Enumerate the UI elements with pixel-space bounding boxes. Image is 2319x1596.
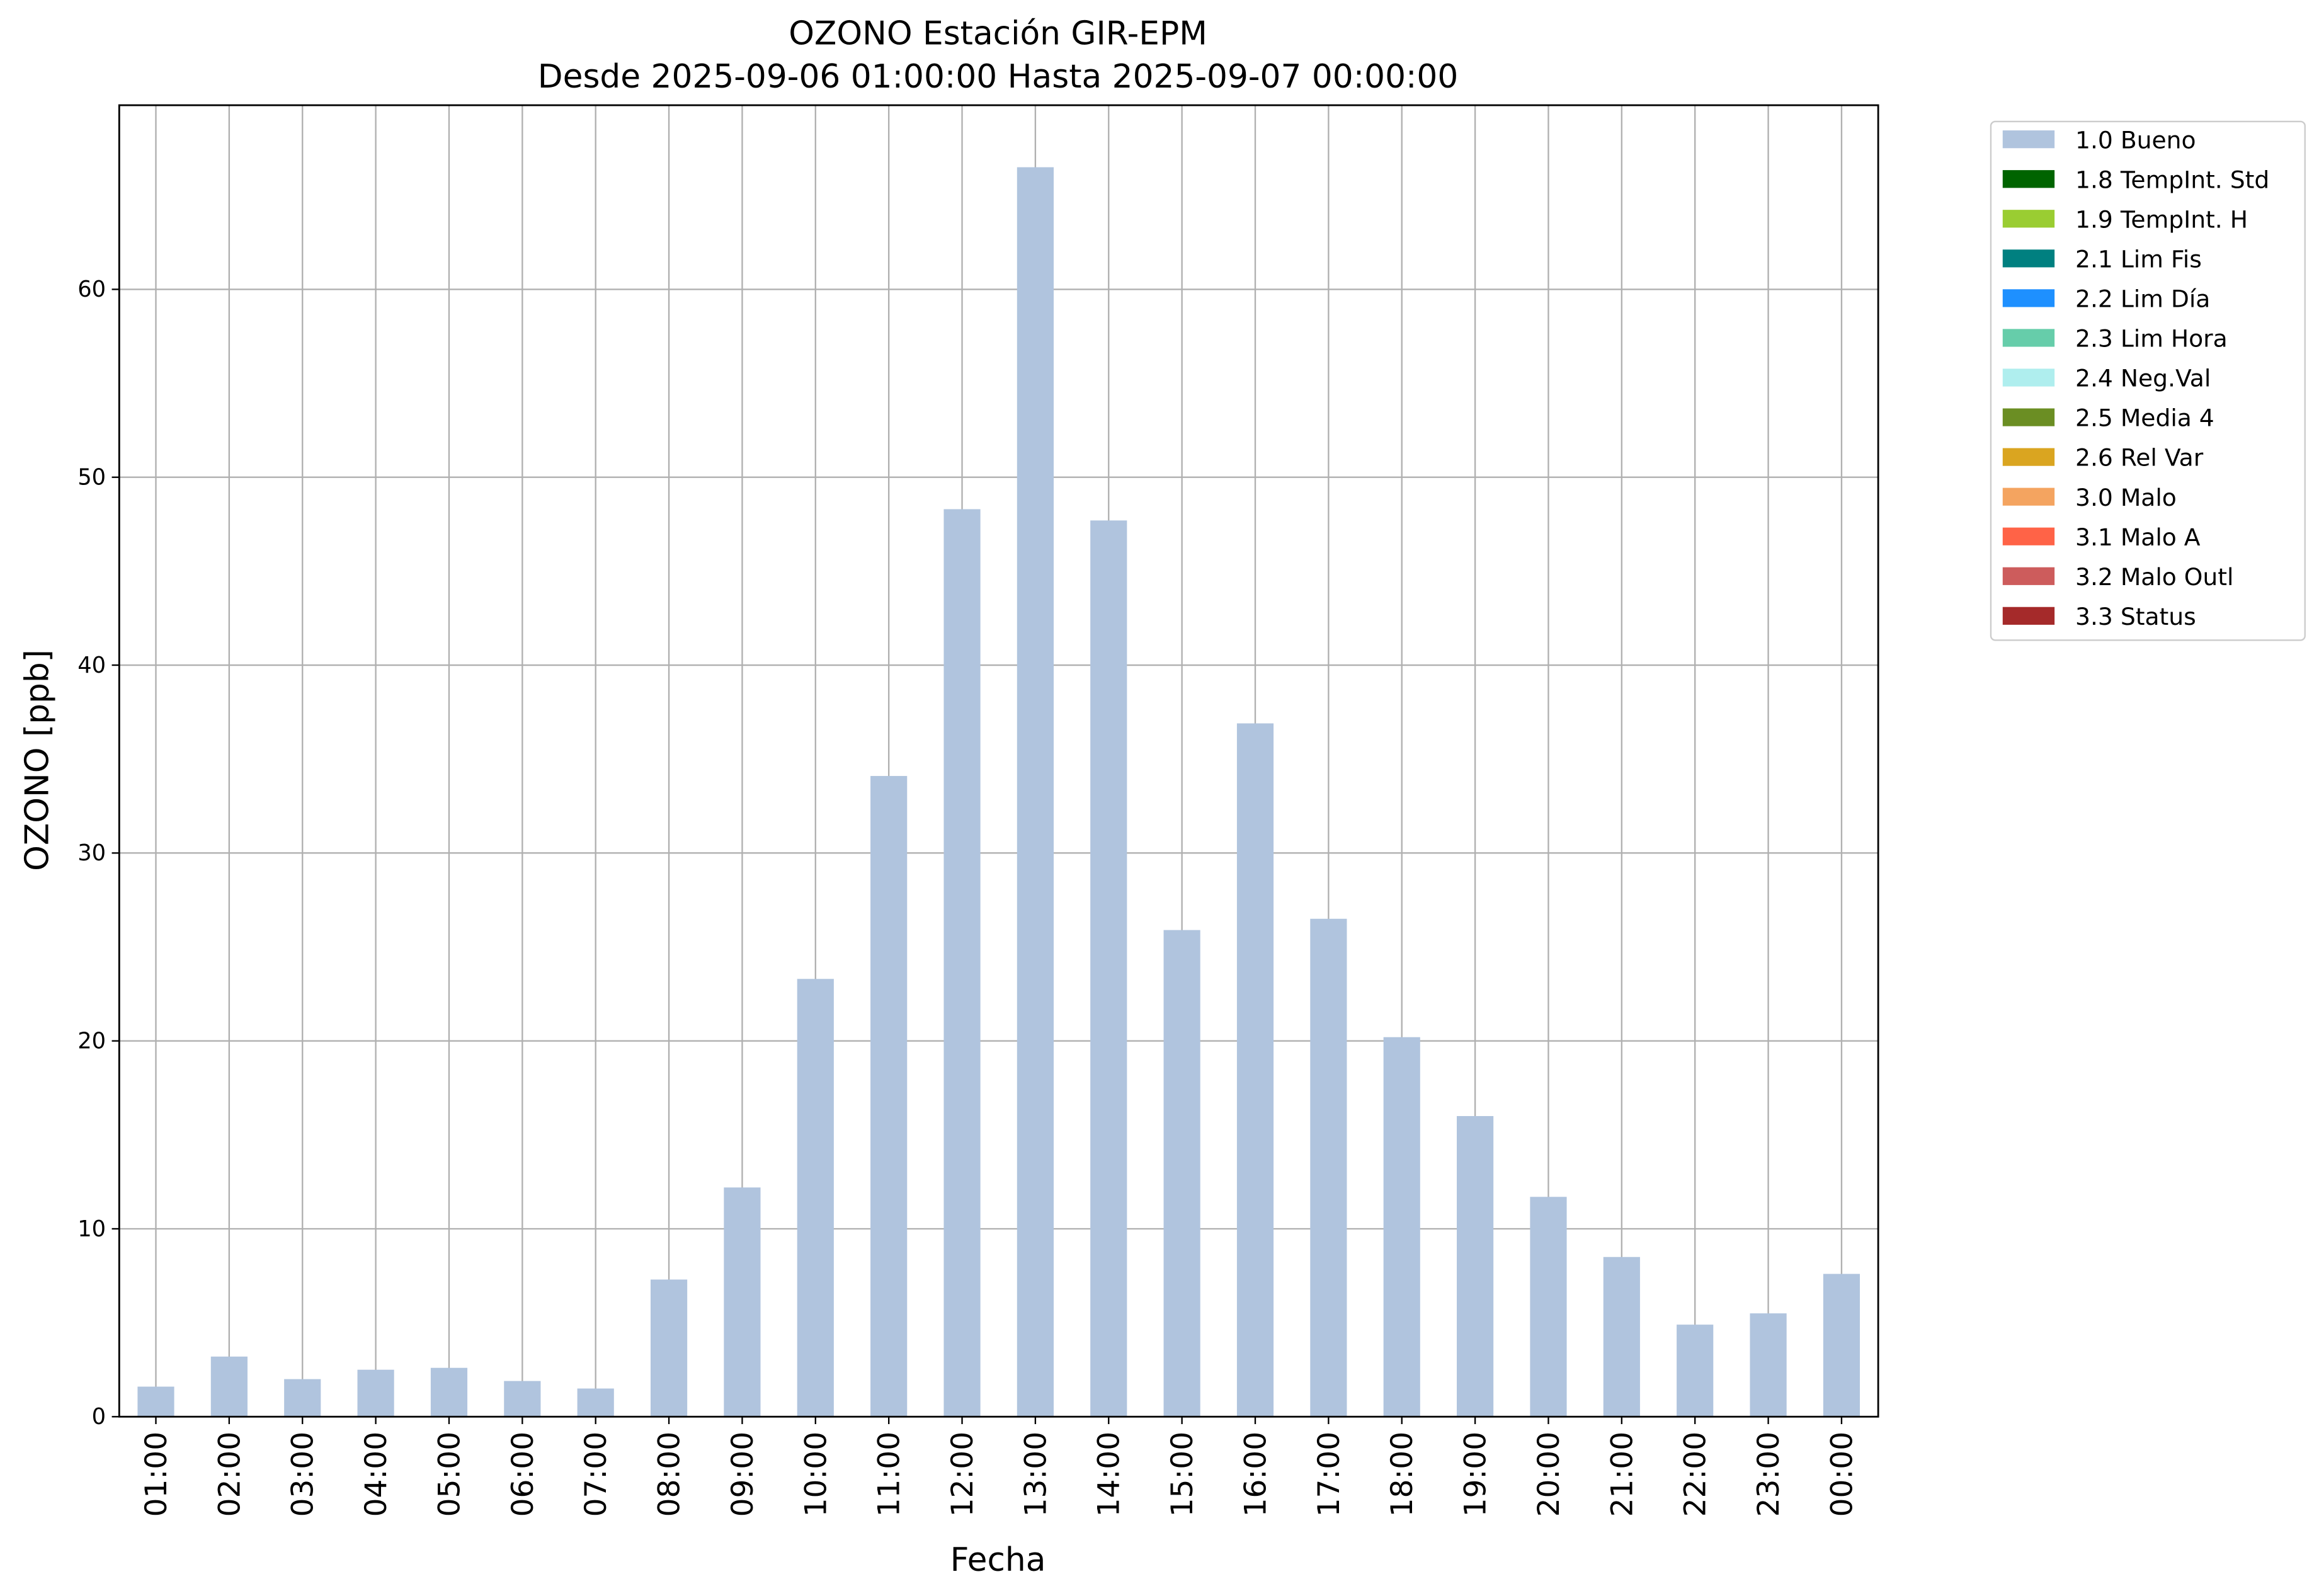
x-tick-label: 00:00 <box>1825 1432 1859 1517</box>
x-tick-label: 14:00 <box>1092 1432 1127 1517</box>
x-tick-label: 01:00 <box>139 1432 174 1517</box>
bar <box>1310 918 1347 1417</box>
bar <box>1090 520 1127 1417</box>
legend-swatch <box>2002 487 2055 506</box>
legend-label: 2.3 Lim Hora <box>2075 325 2228 353</box>
legend-swatch <box>2002 249 2055 268</box>
legend-label: 2.2 Lim Día <box>2075 285 2210 313</box>
legend-label: 2.6 Rel Var <box>2075 444 2204 472</box>
bar <box>797 979 834 1417</box>
bar <box>943 509 981 1417</box>
bar <box>137 1386 174 1417</box>
legend-label: 3.0 Malo <box>2075 484 2177 511</box>
bar <box>1163 930 1200 1417</box>
bar <box>1603 1257 1640 1417</box>
grid <box>119 105 1879 1418</box>
legend-swatch <box>2002 408 2055 426</box>
x-tick-label: 17:00 <box>1312 1432 1347 1517</box>
x-axis-label: Fecha <box>950 1541 1046 1579</box>
y-axis-label: OZONO [ppb] <box>18 649 56 871</box>
legend-label: 2.1 Lim Fis <box>2075 245 2202 273</box>
x-tick-label: 09:00 <box>726 1432 760 1517</box>
legend-swatch <box>2002 368 2055 387</box>
bar <box>650 1279 688 1417</box>
y-tick-label: 60 <box>77 276 106 302</box>
x-tick-label: 04:00 <box>359 1432 394 1517</box>
y-tick-label: 0 <box>92 1404 106 1430</box>
y-tick-label: 40 <box>77 653 106 678</box>
x-tick-label: 05:00 <box>432 1432 467 1517</box>
chart-title: OZONO Estación GIR-EPM <box>789 15 1207 53</box>
x-tick-label: 13:00 <box>1018 1432 1053 1517</box>
legend-label: 1.8 TempInt. Std <box>2075 166 2269 193</box>
x-tick-label: 10:00 <box>799 1432 833 1517</box>
x-tick-label: 02:00 <box>212 1432 247 1517</box>
bar <box>1677 1325 1714 1417</box>
bar <box>1823 1274 1860 1417</box>
x-tick-label: 08:00 <box>652 1432 687 1517</box>
bar <box>1530 1197 1567 1417</box>
x-tick-label: 03:00 <box>286 1432 321 1517</box>
bar <box>577 1388 614 1417</box>
bar <box>724 1187 761 1417</box>
y-tick-label: 20 <box>77 1028 106 1054</box>
legend-swatch <box>2002 448 2055 466</box>
bar <box>1017 167 1054 1417</box>
x-tick-label: 20:00 <box>1532 1432 1566 1517</box>
x-tick-label: 18:00 <box>1385 1432 1420 1517</box>
x-tick-label: 19:00 <box>1459 1432 1493 1517</box>
plot-frame <box>118 104 1879 1418</box>
legend-swatch <box>2002 567 2055 585</box>
legend-swatch <box>2002 607 2055 625</box>
bar <box>870 776 908 1417</box>
x-tick-label: 11:00 <box>872 1432 907 1517</box>
x-tick-label: 16:00 <box>1238 1432 1273 1517</box>
x-tick-label: 15:00 <box>1165 1432 1200 1517</box>
legend-label: 2.4 Neg.Val <box>2075 365 2211 392</box>
legend <box>1990 120 2306 641</box>
legend-label: 1.0 Bueno <box>2075 126 2196 154</box>
legend-swatch <box>2002 170 2055 188</box>
bar <box>284 1379 321 1417</box>
x-tick-label: 21:00 <box>1605 1432 1639 1517</box>
bar <box>357 1369 394 1417</box>
legend-label: 2.5 Media 4 <box>2075 404 2214 432</box>
x-tick-label: 22:00 <box>1678 1432 1713 1517</box>
legend-label: 3.1 Malo A <box>2075 523 2201 551</box>
bar <box>210 1356 248 1417</box>
y-tick-label: 50 <box>77 464 106 490</box>
legend-swatch <box>2002 210 2055 228</box>
legend-label: 1.9 TempInt. H <box>2075 205 2248 233</box>
legend-label: 3.3 Status <box>2075 603 2196 630</box>
x-tick-label: 23:00 <box>1752 1432 1786 1517</box>
bar <box>430 1367 468 1417</box>
bar <box>1750 1313 1787 1417</box>
chart-subtitle: Desde 2025-09-06 01:00:00 Hasta 2025-09-… <box>538 58 1459 96</box>
bars <box>137 167 1860 1417</box>
x-tick-label: 06:00 <box>506 1432 540 1517</box>
legend-label: 3.2 Malo Outl <box>2075 563 2233 591</box>
legend-swatch <box>2002 527 2055 545</box>
bar <box>1383 1037 1420 1417</box>
y-tick-label: 30 <box>77 840 106 866</box>
x-tick-label: 12:00 <box>945 1432 980 1517</box>
bar <box>1457 1115 1494 1417</box>
y-tick-label: 10 <box>77 1216 106 1242</box>
bar <box>1236 723 1274 1417</box>
legend-swatch <box>2002 289 2055 307</box>
bar <box>504 1381 541 1417</box>
legend-swatch <box>2002 130 2055 149</box>
legend-swatch <box>2002 329 2055 347</box>
x-tick-label: 07:00 <box>579 1432 613 1517</box>
